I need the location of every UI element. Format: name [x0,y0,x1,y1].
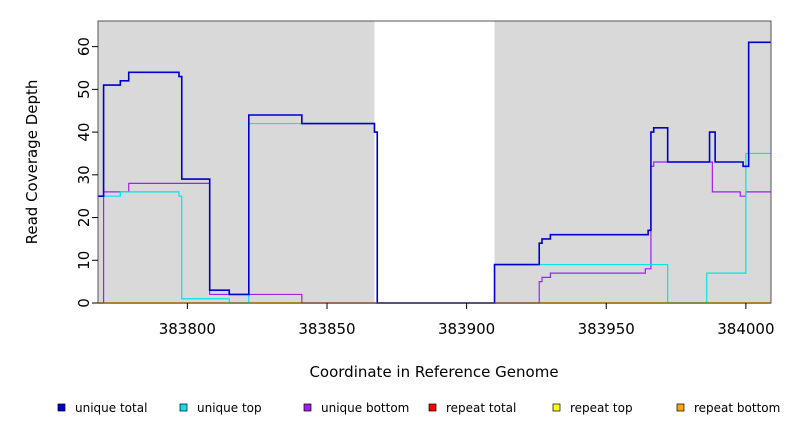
y-tick-label: 10 [75,251,93,270]
y-axis: 0 10 20 30 40 50 60 [75,37,98,308]
plot-frame [97,20,772,304]
legend-item-repeat-bottom: repeat bottom [676,401,780,415]
y-axis-label: Read Coverage Depth [23,80,41,245]
y-tick-label: 50 [75,80,93,99]
gap-region [374,21,495,303]
x-tick-label: 383950 [578,320,635,338]
legend-swatch [57,403,66,412]
legend-item-unique-bottom: unique bottom [303,401,409,415]
x-tick-label: 384000 [717,320,774,338]
legend: unique total unique top unique bottom repea… [57,401,780,415]
x-axis-label: Coordinate in Reference Genome [309,363,558,381]
legend-item-repeat-total: repeat total [428,401,516,415]
y-tick-label: 40 [75,123,93,142]
y-tick-label: 60 [75,37,93,56]
legend-label: repeat bottom [694,401,780,415]
legend-label: repeat total [446,401,516,415]
legend-swatch [552,403,561,412]
x-axis: 383800 383850 383900 383950 384000 [159,303,775,338]
legend-item-repeat-top: repeat top [552,401,633,415]
legend-label: unique top [197,401,262,415]
x-tick-label: 383900 [438,320,495,338]
y-tick-label: 0 [75,298,93,308]
legend-item-unique-total: unique total [57,401,147,415]
legend-swatch [676,403,685,412]
legend-label: unique bottom [321,401,409,415]
series-line-unique-bottom [98,161,771,304]
legend-swatch [179,403,188,412]
legend-label: unique total [75,401,147,415]
series-line-unique-total [98,41,771,304]
legend-swatch [303,403,312,412]
legend-item-unique-top: unique top [179,401,262,415]
legend-swatch [428,403,437,412]
legend-label: repeat top [570,401,633,415]
x-tick-label: 383850 [298,320,355,338]
x-tick-label: 383800 [159,320,216,338]
y-tick-label: 20 [75,208,93,227]
y-tick-label: 30 [75,165,93,184]
